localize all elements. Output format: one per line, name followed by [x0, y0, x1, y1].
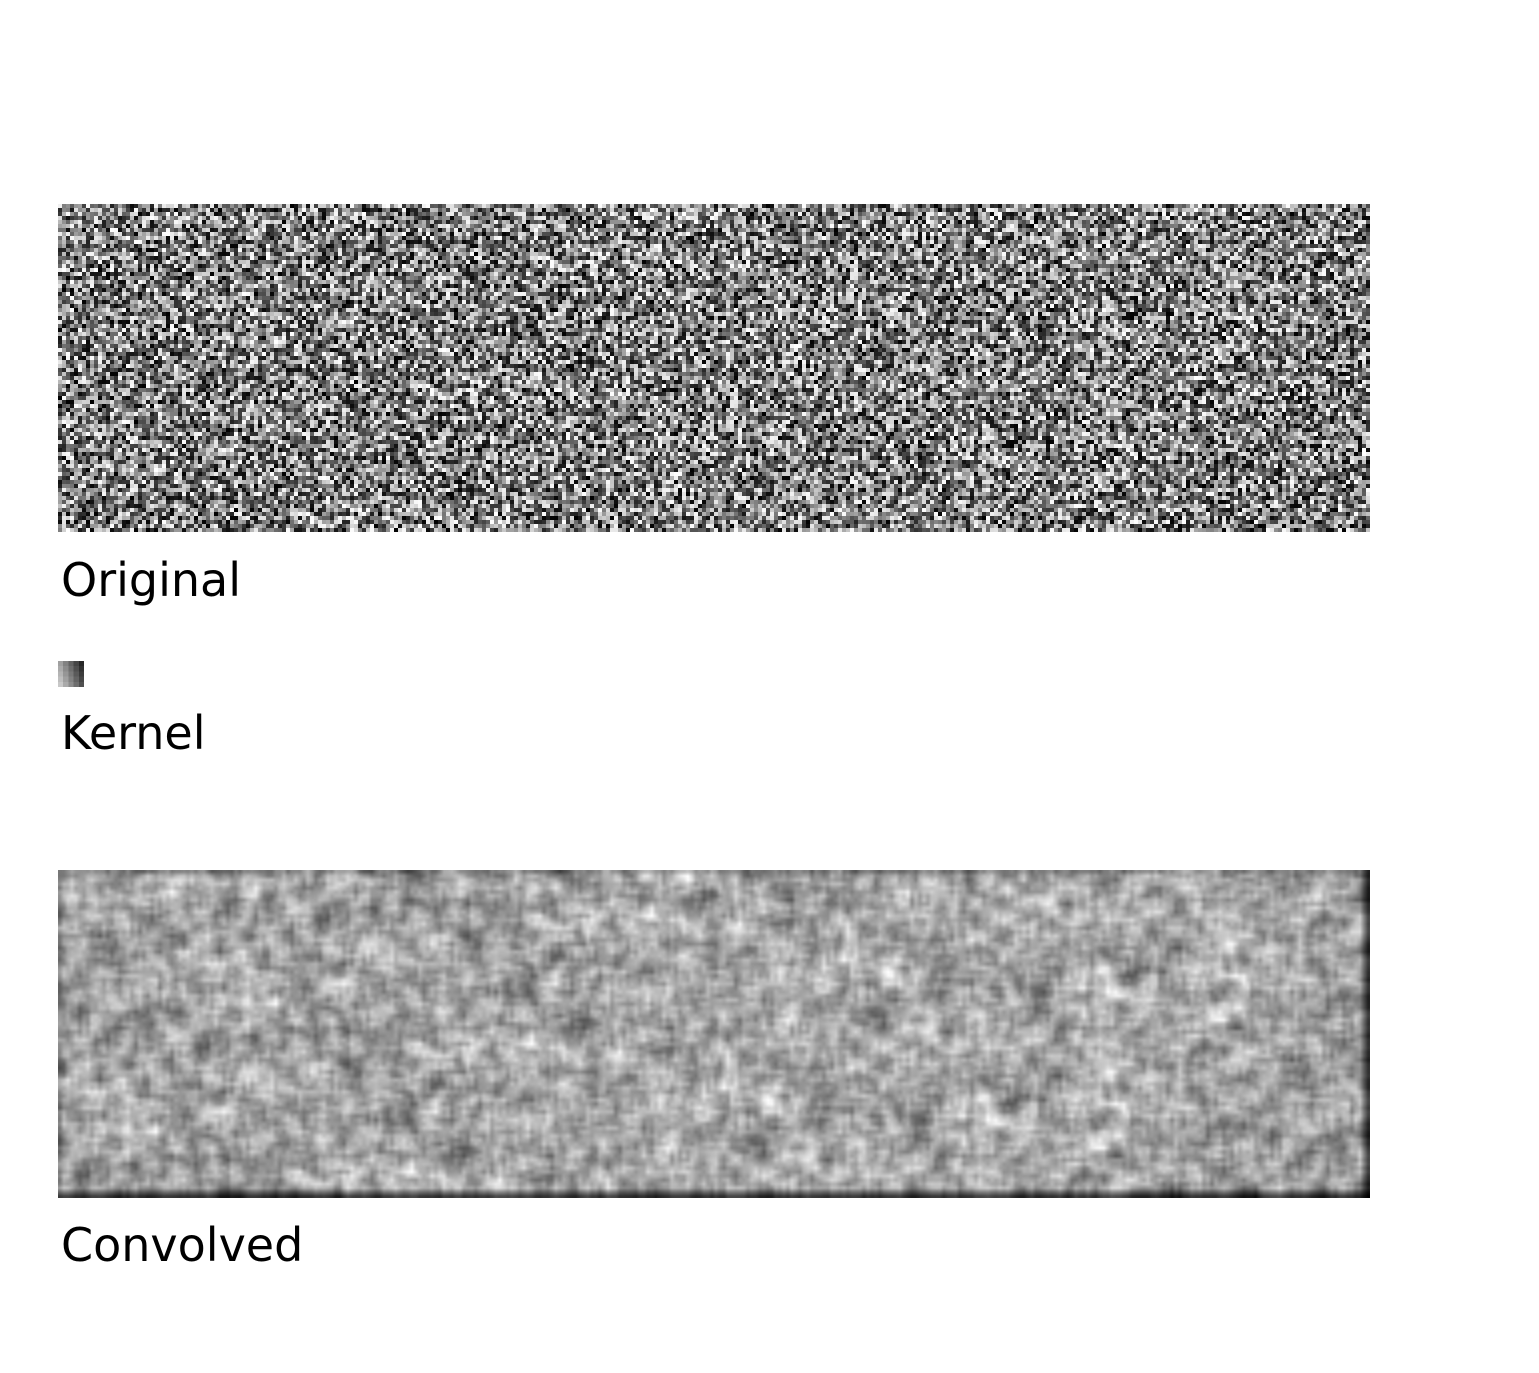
- kernel-image: [58, 661, 84, 687]
- convolved-label: Convolved: [61, 1218, 304, 1272]
- original-image: [58, 204, 1370, 532]
- convolved-image: [58, 870, 1370, 1198]
- kernel-label: Kernel: [61, 706, 206, 760]
- original-label: Original: [61, 553, 242, 607]
